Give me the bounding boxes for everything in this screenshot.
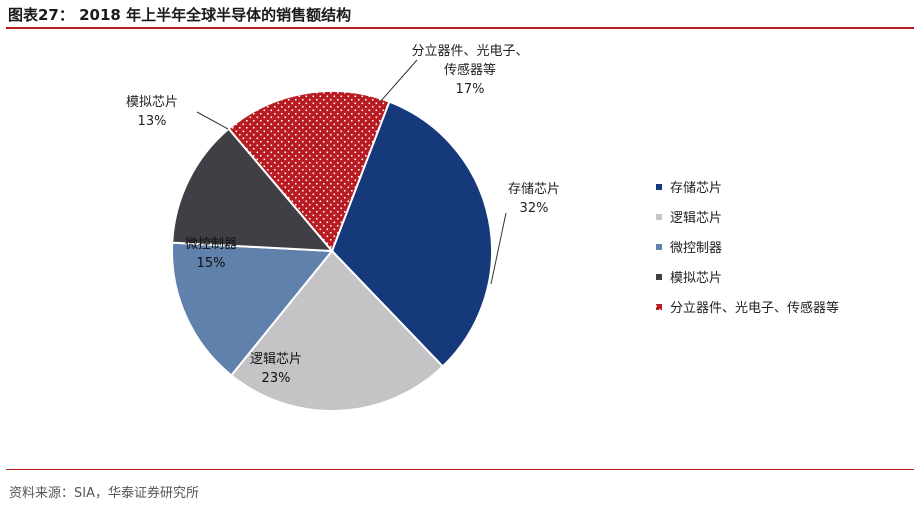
- legend-label-microcontroller: 微控制器: [670, 241, 722, 256]
- legend-swatch-discrete-optoelectronics-sensors: [656, 304, 662, 310]
- title-divider: [6, 27, 914, 29]
- leader-line-memory-chip: [490, 212, 507, 285]
- legend-swatch-memory-chip: [656, 184, 662, 190]
- figure-title: 图表27： 2018 年上半年全球半导体的销售额结构: [8, 6, 352, 24]
- footer-divider: [6, 469, 914, 470]
- legend-swatch-microcontroller: [656, 244, 662, 250]
- pie-slice-memory-chip: [330, 100, 493, 368]
- legend-label-discrete-optoelectronics-sensors: 分立器件、光电子、传感器等: [670, 300, 839, 316]
- legend-label-analog-chip: 模拟芯片: [670, 271, 722, 286]
- pie-slice-logic-chip: [229, 249, 445, 412]
- legend-swatch-logic-chip: [656, 214, 662, 220]
- leader-line-discrete-optoelectronics-sensors: [379, 59, 418, 103]
- legend-label-memory-chip: 存储芯片: [670, 181, 722, 196]
- legend-label-logic-chip: 逻辑芯片: [670, 211, 722, 226]
- slice-label-logic-chip: 逻辑芯片 23%: [250, 352, 302, 386]
- leader-line-analog-chip: [196, 111, 229, 130]
- slice-label-memory-chip: 存储芯片 32%: [508, 182, 560, 216]
- pie-slice-microcontroller: [171, 241, 335, 377]
- slice-label-analog-chip: 模拟芯片 13%: [126, 95, 178, 129]
- pie-slice-discrete-optoelectronics-sensors: [227, 90, 391, 253]
- slice-label-microcontroller: 微控制器 15%: [185, 237, 237, 271]
- source-note: 资料来源：SIA，华泰证券研究所: [9, 486, 199, 501]
- legend-swatch-analog-chip: [656, 274, 662, 280]
- pie-slice-analog-chip: [171, 127, 335, 253]
- slice-label-discrete-optoelectronics-sensors: 分立器件、光电子、传感器等 17%: [411, 44, 528, 97]
